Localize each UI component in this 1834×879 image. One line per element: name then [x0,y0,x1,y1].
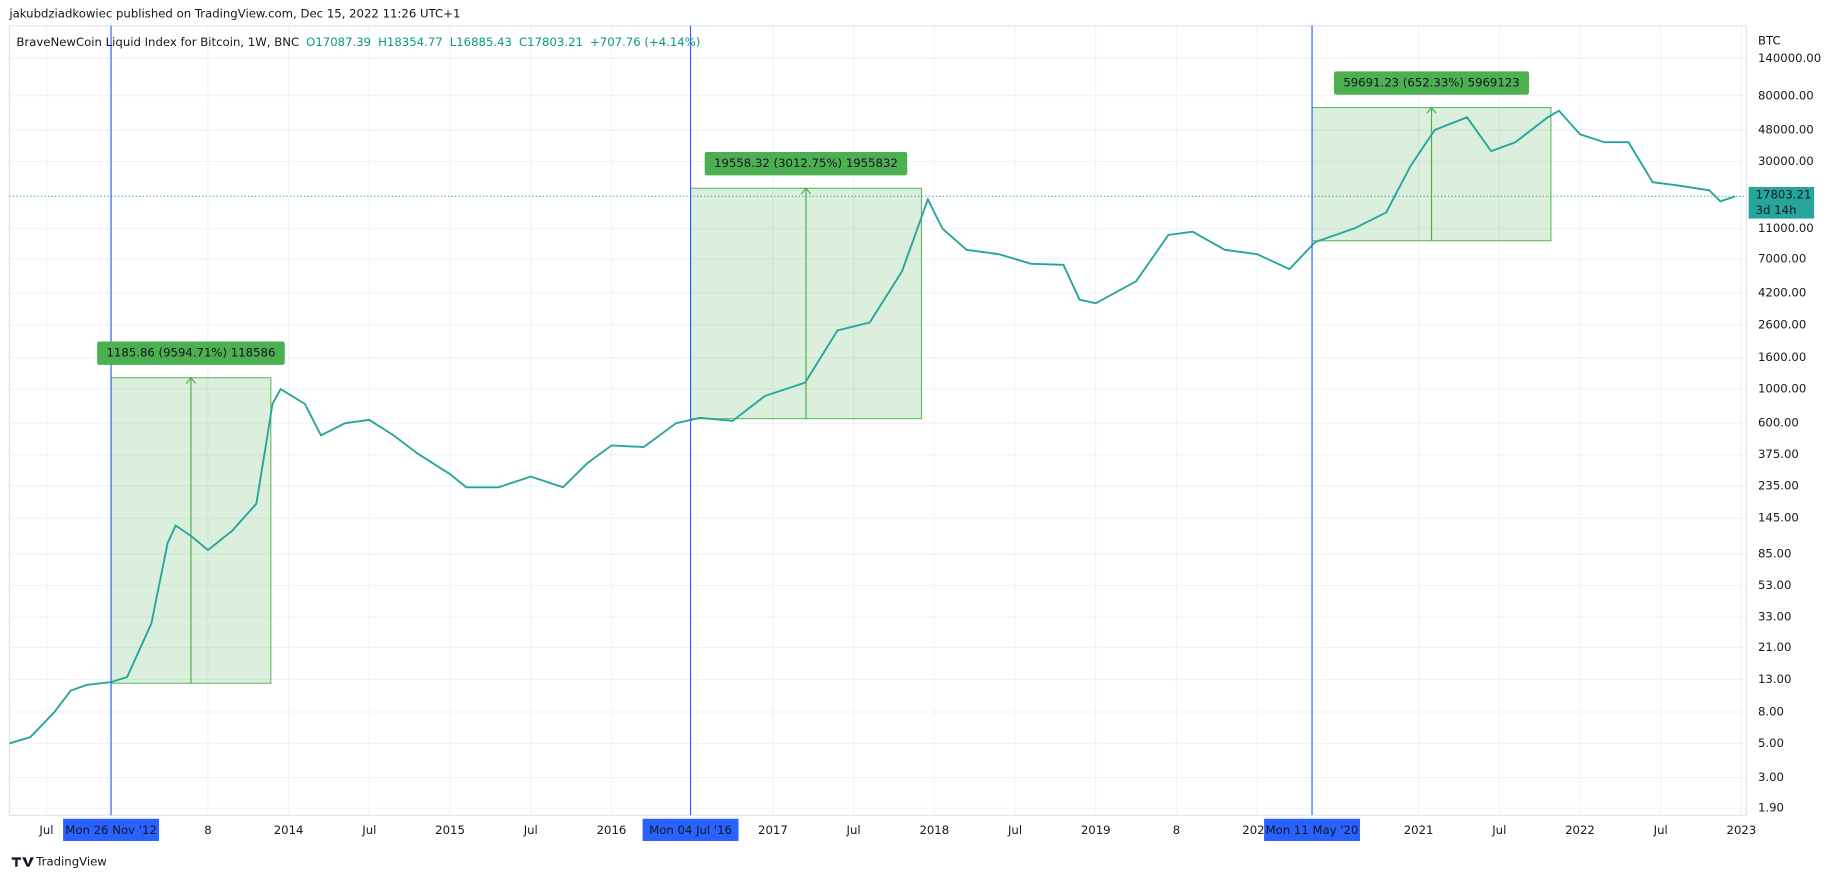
x-tick-label: 8 [204,823,211,837]
y-tick-label: 53.00 [1758,578,1791,592]
measure-label: 59691.23 (652.33%) 5969123 [1343,76,1519,90]
legend-value: H18354.77 [378,35,443,49]
y-tick-label: 1000.00 [1758,381,1806,395]
last-price-box [1748,186,1815,219]
marker-label-box [642,818,739,841]
y-tick-label: 1600.00 [1758,350,1806,364]
x-tick-label: 2014 [274,823,304,837]
y-tick-label: 30000.00 [1758,154,1814,168]
y-tick-label: 8.00 [1758,705,1784,719]
legend-value: O17087.39 [306,35,371,49]
y-tick-label: 85.00 [1758,546,1791,560]
y-tick-label: 1.90 [1758,801,1784,815]
logo [11,857,34,867]
x-tick-label: Jul [38,823,53,837]
x-tick-label: Jul [523,823,538,837]
measure-label-box [97,341,285,365]
x-tick-label: 2019 [1081,823,1111,837]
y-tick-label: 3.00 [1758,770,1784,784]
x-tick-label: 2017 [758,823,788,837]
measure-label-box [704,151,908,176]
legend-value: +707.76 (+4.14%) [590,35,700,49]
x-tick-label: 2021 [1404,823,1434,837]
countdown-label: 3d 14h [1756,203,1797,217]
measure-arrow-head [800,187,812,195]
y-tick-label: 80000.00 [1758,88,1814,102]
x-tick-label: 2015 [435,823,465,837]
y-tick-label: 140000.00 [1758,51,1821,65]
x-tick-label: Jul [361,823,376,837]
measure-label-box [1333,71,1530,95]
footer: TradingView [35,855,107,869]
plot-frame [8,25,1747,816]
y-unit: BTC [1758,33,1781,47]
x-tick-label: Jul [846,823,861,837]
legend-value: C17803.21 [519,35,583,49]
measure-label: 1185.86 (9594.71%) 118586 [106,346,275,360]
marker-label: Mon 04 Jul '16 [649,823,732,837]
x-tick-label: 2018 [919,823,949,837]
y-tick-label: 2600.00 [1758,318,1806,332]
y-tick-label: 375.00 [1758,447,1799,461]
marker-label-box [1264,818,1361,841]
legend-value: L16885.43 [450,35,512,49]
y-tick-label: 11000.00 [1758,221,1814,235]
marker-label: Mon 11 May '20 [1266,823,1359,837]
x-tick-label: Jul [1653,823,1668,837]
measure-arrow-head [185,376,197,384]
y-tick-label: 235.00 [1758,478,1799,492]
measure-label: 19558.32 (3012.75%) 1955832 [714,156,898,170]
x-tick-label: 2016 [597,823,627,837]
x-tick-label: 2022 [1565,823,1595,837]
y-tick-label: 600.00 [1758,416,1799,430]
x-tick-label: 8 [1173,823,1180,837]
x-tick-label: Jul [1007,823,1022,837]
y-tick-label: 21.00 [1758,640,1791,654]
y-tick-label: 145.00 [1758,511,1799,525]
y-tick-label: 33.00 [1758,610,1791,624]
y-tick-label: 4200.00 [1758,285,1806,299]
author-line: jakubdziadkowiec published on TradingVie… [8,7,460,21]
marker-label: Mon 26 Nov '12 [65,823,157,837]
price-line [9,109,1736,745]
y-tick-label: 13.00 [1758,672,1791,686]
x-tick-label: Jul [1491,823,1506,837]
legend: BraveNewCoin Liquid Index for Bitcoin, 1… [16,35,700,49]
y-tick-label: 48000.00 [1758,122,1814,136]
x-tick-label: 2023 [1727,823,1757,837]
measure-arrow-head [1426,106,1437,114]
last-price-label: 17803.21 [1756,188,1812,202]
symbol: BraveNewCoin Liquid Index for Bitcoin, 1… [16,35,299,49]
marker-label-box [63,818,160,841]
y-tick-label: 7000.00 [1758,251,1806,265]
y-tick-label: 5.00 [1758,736,1784,750]
